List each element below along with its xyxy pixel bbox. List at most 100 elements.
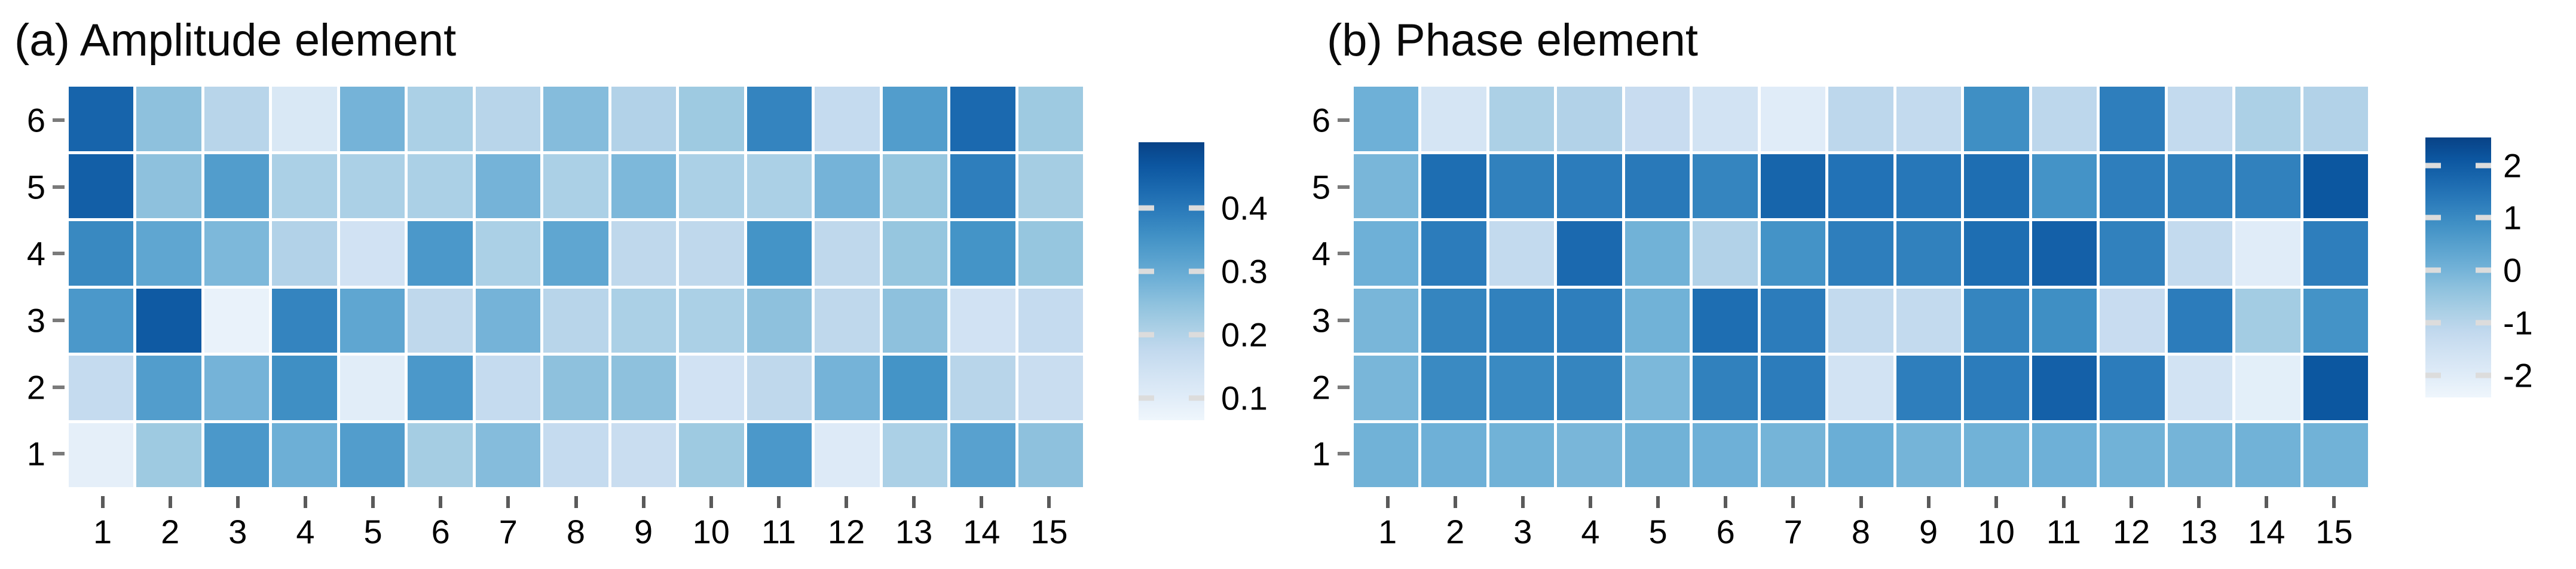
heatmap-cell bbox=[136, 221, 201, 286]
x-tick-label: 13 bbox=[895, 513, 933, 550]
y-tick-label: 4 bbox=[26, 234, 45, 273]
heatmap-cell bbox=[2100, 288, 2165, 353]
x-tick-mark bbox=[303, 496, 307, 508]
x-tick-label: 11 bbox=[2046, 513, 2081, 550]
heatmap-cell bbox=[339, 288, 405, 353]
heatmap-cell bbox=[1896, 221, 1962, 286]
heatmap-cell bbox=[2303, 356, 2368, 420]
heatmap-cell bbox=[1624, 356, 1690, 420]
x-tick-mark bbox=[641, 496, 645, 508]
heatmap-cell bbox=[1489, 356, 1555, 420]
heatmap-cell bbox=[611, 87, 677, 151]
heatmap-cell bbox=[339, 154, 405, 218]
heatmap-cell bbox=[815, 356, 880, 420]
heatmap-cell bbox=[2303, 87, 2368, 151]
heatmap-cell bbox=[2303, 288, 2368, 353]
heatmap-cell bbox=[204, 221, 270, 286]
heatmap-cell bbox=[611, 423, 677, 487]
x-tick-label: 3 bbox=[1513, 513, 1532, 550]
colorbar-tick-label: 0.4 bbox=[1221, 189, 1268, 227]
x-tick-mark bbox=[1724, 496, 1728, 508]
x-tick-label: 12 bbox=[827, 513, 865, 550]
heatmap-cell bbox=[679, 288, 744, 353]
y-tick-mark bbox=[1338, 318, 1350, 322]
heatmap-cell bbox=[1354, 221, 1419, 286]
heatmap-cell bbox=[2167, 154, 2233, 218]
panel-b-heatmap bbox=[1354, 87, 2368, 487]
colorbar-tick-mark bbox=[2425, 215, 2441, 221]
heatmap-cell bbox=[2100, 221, 2165, 286]
colorbar-tick-mark bbox=[1189, 205, 1204, 211]
heatmap-cell bbox=[1828, 154, 1893, 218]
x-tick-mark bbox=[845, 496, 849, 508]
heatmap-cell bbox=[1421, 154, 1486, 218]
panel-b-title: (b) Phase element bbox=[1327, 15, 1698, 66]
heatmap-cell bbox=[475, 221, 541, 286]
heatmap-cell bbox=[1557, 288, 1622, 353]
heatmap-cell bbox=[815, 87, 880, 151]
heatmap-cell bbox=[1489, 154, 1555, 218]
heatmap-cell bbox=[136, 356, 201, 420]
heatmap-cell bbox=[679, 356, 744, 420]
x-tick-label: 13 bbox=[2180, 513, 2218, 550]
x-tick-label: 7 bbox=[1783, 513, 1803, 550]
heatmap-cell bbox=[1354, 154, 1419, 218]
heatmap-cell bbox=[204, 288, 270, 353]
heatmap-cell bbox=[1760, 154, 1826, 218]
heatmap-cell bbox=[1828, 221, 1893, 286]
heatmap-cell bbox=[611, 221, 677, 286]
x-tick-mark bbox=[980, 496, 984, 508]
heatmap-cell bbox=[2303, 221, 2368, 286]
heatmap-cell bbox=[2167, 87, 2233, 151]
colorbar-tick-label: 0.1 bbox=[1221, 379, 1268, 417]
heatmap-cell bbox=[950, 87, 1015, 151]
y-tick-label: 1 bbox=[26, 435, 45, 473]
heatmap-cell bbox=[679, 154, 744, 218]
x-tick-label: 15 bbox=[1030, 513, 1068, 550]
heatmap-cell bbox=[2167, 356, 2233, 420]
heatmap-cell bbox=[1421, 87, 1486, 151]
heatmap-cell bbox=[408, 87, 473, 151]
heatmap-cell bbox=[339, 221, 405, 286]
x-tick-label: 9 bbox=[1919, 513, 1938, 550]
heatmap-cell bbox=[882, 356, 948, 420]
panel-b-colorbar bbox=[2425, 137, 2491, 397]
colorbar-tick-mark bbox=[2476, 320, 2491, 326]
heatmap-cell bbox=[69, 221, 134, 286]
heatmap-cell bbox=[1693, 87, 1758, 151]
heatmap-cell bbox=[1693, 288, 1758, 353]
colorbar-tick-label: 1 bbox=[2503, 198, 2522, 237]
colorbar-tick-label: -1 bbox=[2503, 304, 2533, 342]
heatmap-cell bbox=[1896, 288, 1962, 353]
heatmap-cell bbox=[2235, 154, 2300, 218]
x-tick-mark bbox=[1385, 496, 1390, 508]
x-tick-mark bbox=[1791, 496, 1795, 508]
heatmap-cell bbox=[747, 356, 812, 420]
x-tick-label: 6 bbox=[1716, 513, 1735, 550]
x-tick-mark bbox=[1453, 496, 1457, 508]
heatmap-cell bbox=[475, 356, 541, 420]
heatmap-cell bbox=[1964, 87, 2029, 151]
heatmap-cell bbox=[2032, 87, 2097, 151]
x-tick-mark bbox=[168, 496, 172, 508]
heatmap-cell bbox=[543, 288, 608, 353]
heatmap-cell bbox=[1018, 87, 1083, 151]
x-tick-label: 5 bbox=[363, 513, 383, 550]
x-tick-mark bbox=[574, 496, 578, 508]
heatmap-cell bbox=[611, 154, 677, 218]
heatmap-cell bbox=[408, 288, 473, 353]
heatmap-cell bbox=[2100, 356, 2165, 420]
heatmap-cell bbox=[1018, 423, 1083, 487]
x-tick-label: 14 bbox=[2248, 513, 2286, 550]
colorbar-tick-label: 0.3 bbox=[1221, 252, 1268, 290]
x-tick-label: 4 bbox=[1581, 513, 1600, 550]
heatmap-cell bbox=[1624, 423, 1690, 487]
heatmap-cell bbox=[950, 154, 1015, 218]
y-tick-mark bbox=[53, 252, 65, 256]
heatmap-cell bbox=[1557, 423, 1622, 487]
heatmap-cell bbox=[747, 221, 812, 286]
heatmap-cell bbox=[543, 154, 608, 218]
heatmap-cell bbox=[1354, 356, 1419, 420]
x-tick-mark bbox=[2197, 496, 2201, 508]
x-tick-mark bbox=[506, 496, 510, 508]
